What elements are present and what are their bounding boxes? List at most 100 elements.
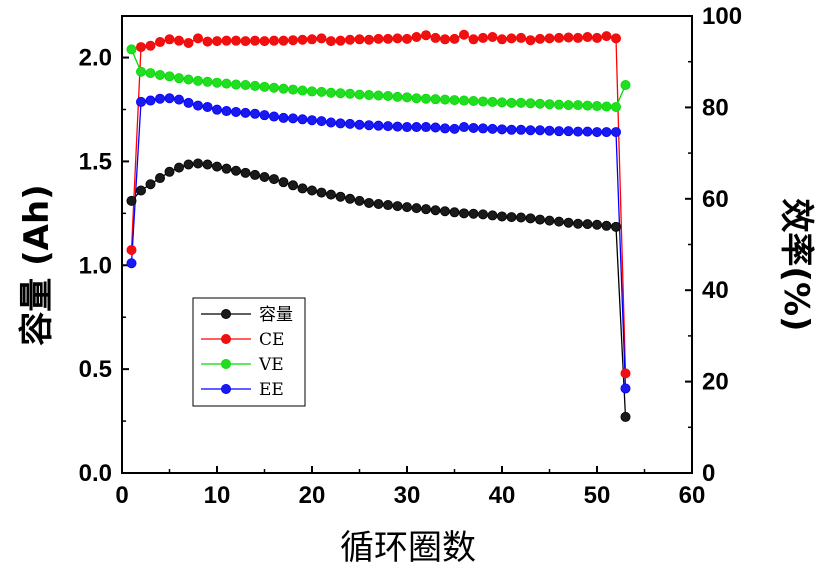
point-ve [516,97,527,108]
point-ee [240,107,251,118]
point-ce [582,32,593,43]
point-ce [449,33,460,44]
point-capacity [382,200,393,211]
point-ee [620,383,631,394]
point-ve [449,95,460,106]
point-ve [278,83,289,94]
point-capacity [420,204,431,215]
point-ee [496,124,507,135]
point-ce [611,33,622,44]
point-ce [573,32,584,43]
point-ve [154,69,165,80]
point-ve [287,84,298,95]
point-capacity [268,174,279,185]
point-ee [230,106,241,117]
point-ve [458,95,469,106]
point-ve [563,100,574,111]
point-capacity [477,209,488,220]
point-ce [335,35,346,46]
x-axis-title: 循环圈数 [340,528,476,568]
point-ee [164,93,175,104]
point-ce [126,244,137,255]
point-ee [145,95,156,106]
point-capacity [221,163,232,174]
point-ce [287,35,298,46]
point-ee [287,113,298,124]
point-capacity [563,217,574,228]
point-ve [306,86,317,97]
legend-label-capacity: 容量 [259,305,293,325]
point-capacity [135,185,146,196]
point-ce [249,35,260,46]
legend-label-ce: CE [259,330,284,350]
point-capacity [230,165,241,176]
point-capacity [439,206,450,217]
point-ee [582,126,593,137]
point-ve [202,76,213,87]
point-ee [554,126,565,137]
y-left-tick-label: 1.5 [79,148,112,175]
point-ce [183,37,194,48]
y-right-tick-label: 0 [702,460,715,487]
point-ee [468,122,479,133]
point-ee [601,127,612,138]
point-ce [487,32,498,43]
point-ce [411,32,422,43]
y-right-tick-label: 40 [702,277,729,304]
point-capacity [544,215,555,226]
point-ce [240,36,251,47]
point-ce [496,34,507,45]
point-ve [544,99,555,110]
point-ee [487,123,498,134]
point-ce [382,33,393,44]
point-ve [183,74,194,85]
point-capacity [620,411,631,422]
point-ve [430,94,441,105]
point-ee [354,119,365,130]
point-ee [535,125,546,136]
point-ve [592,101,603,112]
point-capacity [392,201,403,212]
point-ee [173,94,184,105]
x-tick-label: 40 [489,482,516,509]
point-ce [135,42,146,53]
point-ve [316,86,327,97]
point-ee [211,104,222,115]
point-capacity [468,208,479,219]
point-capacity [573,218,584,229]
point-ve [487,96,498,107]
point-ce [601,31,612,42]
point-ce [544,33,555,44]
point-ve [582,100,593,111]
point-ce [164,34,175,45]
point-ve [211,77,222,88]
point-capacity [506,212,517,223]
point-ee [325,117,336,128]
point-ve [230,79,241,90]
point-ve [363,90,374,101]
point-capacity [430,205,441,216]
point-ce [439,34,450,45]
y-left-tick-label: 1.0 [79,252,112,279]
legend-marker-capacity [220,308,231,319]
point-ee [573,126,584,137]
point-ee [506,124,517,135]
point-ee [249,108,260,119]
point-ee [192,100,203,111]
x-tick-label: 50 [584,482,611,509]
x-tick-label: 10 [204,482,231,509]
point-ce [145,40,156,51]
point-capacity [192,158,203,169]
point-ee [268,111,279,122]
point-ve [192,75,203,86]
point-ee [382,121,393,132]
point-ce [325,36,336,47]
point-ve [392,91,403,102]
point-ee [401,122,412,133]
point-ee [373,120,384,131]
point-ee [525,125,536,136]
point-capacity [516,212,527,223]
y-left-tick-label: 0.0 [79,460,112,487]
point-ce [477,32,488,43]
point-capacity [592,219,603,230]
